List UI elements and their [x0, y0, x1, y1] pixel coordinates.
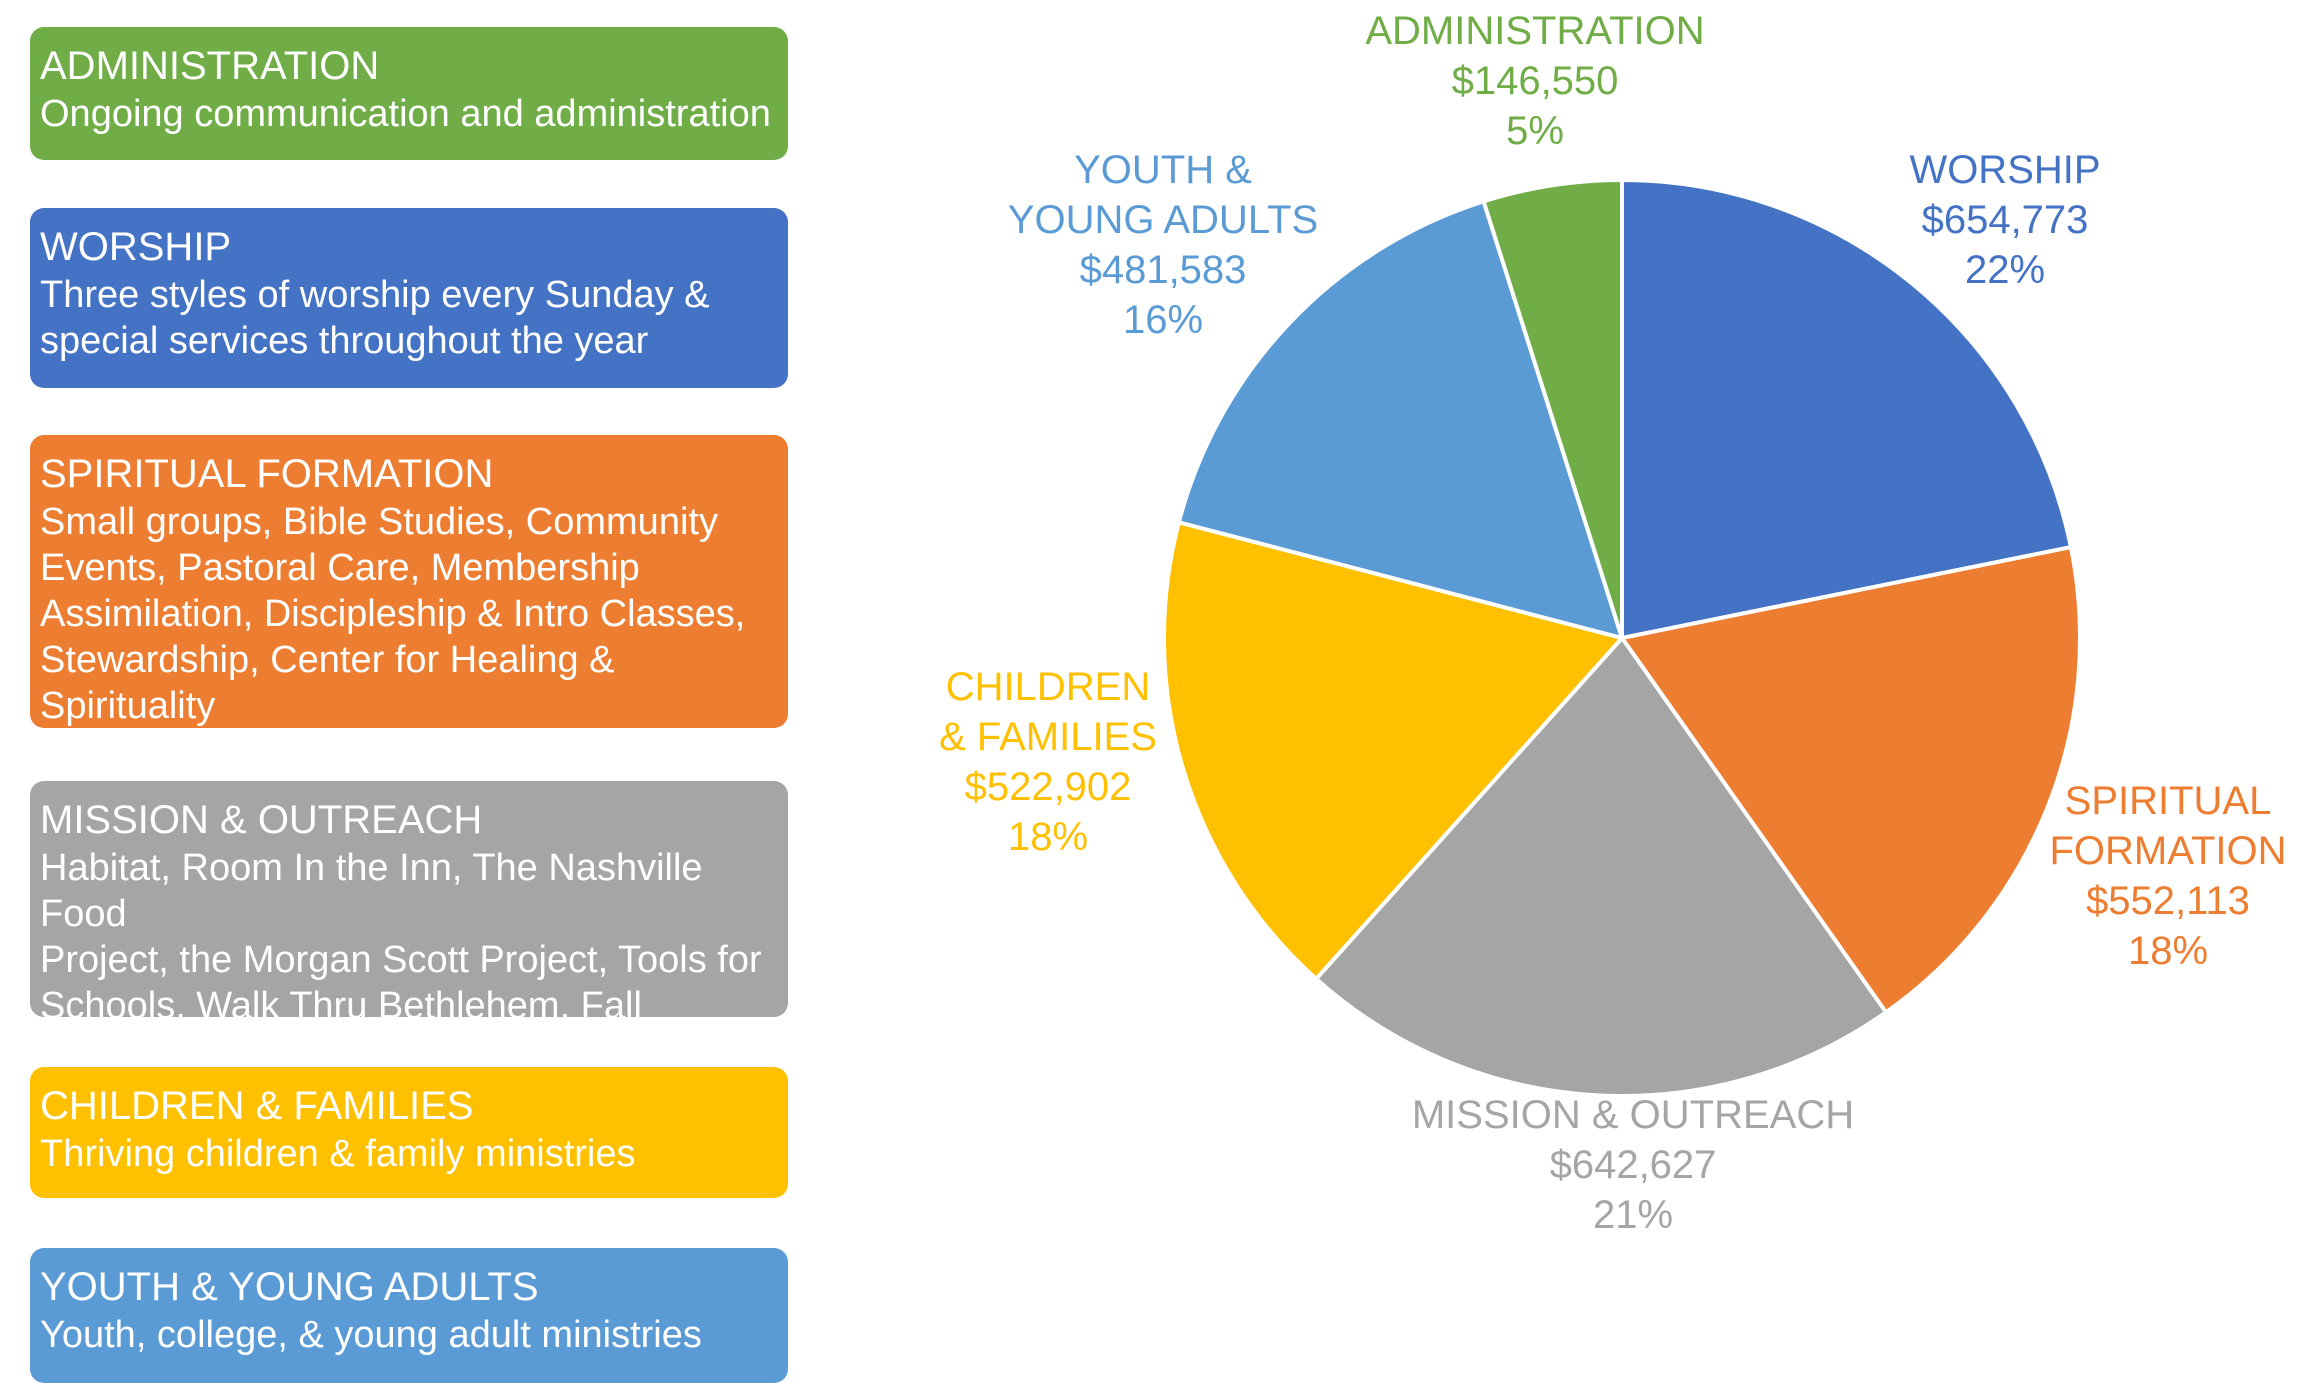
category-description-line: Project, the Morgan Scott Project, Tools… — [40, 939, 762, 981]
slice-label-line-youth-young-adults: YOUTH & — [1074, 148, 1252, 192]
category-description-line: Events, Pastoral Care, Membership — [40, 547, 640, 589]
slice-amount-label-administration: $146,550 — [1452, 59, 1619, 103]
category-description-line: Small groups, Bible Studies, Community — [40, 501, 718, 543]
category-card-mission-outreach: MISSION & OUTREACH Habitat, Room In the I… — [30, 781, 788, 1073]
pie-slice-children-families — [1162, 520, 1624, 981]
slice-label-line-administration: ADMINISTRATION — [1365, 9, 1704, 53]
category-title: MISSION & OUTREACH — [40, 798, 483, 842]
pie-labels: WORSHIP $654,773 22% SPIRITUAL FORMATION $552… — [939, 9, 2286, 1237]
category-description-line: Three styles of worship every Sunday & — [40, 274, 710, 316]
slice-percent-label-spiritual-formation: 18% — [2128, 929, 2208, 973]
slice-label-line-spiritual-formation: SPIRITUAL — [2065, 779, 2272, 823]
slice-amount-label-spiritual-formation: $552,113 — [2086, 879, 2250, 923]
slice-label-line-spiritual-formation: FORMATION — [2049, 829, 2286, 873]
slice-label-line-worship: WORSHIP — [1909, 148, 2100, 192]
slice-percent-label-administration: 5% — [1506, 109, 1564, 153]
slice-label-line-mission-outreach: MISSION & OUTREACH — [1412, 1093, 1854, 1137]
category-title: SPIRITUAL FORMATION — [40, 452, 494, 496]
pie-slice-youth-young-adults — [1176, 199, 1624, 640]
category-title: YOUTH & YOUNG ADULTS — [40, 1265, 539, 1309]
category-description-line: Schools, Walk Thru Bethlehem, Fall Hamil… — [40, 985, 642, 1073]
category-description-line: Stewardship, Center for Healing & Spirit… — [40, 639, 615, 727]
category-card-children-families: CHILDREN & FAMILIES Thriving children & f… — [30, 1067, 788, 1198]
pie-slice-administration — [1481, 178, 1624, 640]
slice-label-line-youth-young-adults: YOUNG ADULTS — [1008, 198, 1318, 242]
slice-percent-label-worship: 22% — [1965, 248, 2045, 292]
pie-slice-spiritual-formation — [1620, 545, 2082, 1015]
slice-amount-label-youth-young-adults: $481,583 — [1080, 248, 1247, 292]
category-description-line: Habitat, Room In the Inn, The Nashville … — [40, 847, 703, 935]
slice-percent-label-mission-outreach: 21% — [1593, 1193, 1673, 1237]
category-description-line: Youth, college, & young adult ministries — [40, 1314, 702, 1356]
category-card-administration: ADMINISTRATION Ongoing communication and … — [30, 27, 788, 160]
pie-slices — [1162, 178, 2082, 1098]
category-description-line: Assimilation, Discipleship & Intro Class… — [40, 593, 746, 635]
category-title: ADMINISTRATION — [40, 44, 380, 88]
slice-amount-label-worship: $654,773 — [1922, 198, 2089, 242]
category-title: CHILDREN & FAMILIES — [40, 1084, 474, 1128]
category-title: WORSHIP — [40, 225, 232, 269]
category-card-spiritual-formation: SPIRITUAL FORMATION Small groups, Bible S… — [30, 435, 788, 728]
category-description-line: Ongoing communication and administration — [40, 93, 771, 135]
slice-label-line-children-families: & FAMILIES — [939, 715, 1157, 759]
slice-label-line-children-families: CHILDREN — [946, 665, 1150, 709]
slice-amount-label-mission-outreach: $642,627 — [1550, 1143, 1717, 1187]
category-card-youth-young-adults: YOUTH & YOUNG ADULTS Youth, college, & yo… — [30, 1248, 788, 1383]
slice-percent-label-youth-young-adults: 16% — [1123, 298, 1203, 342]
pie-slice-mission-outreach — [1314, 636, 1889, 1098]
pie-slice-worship — [1620, 178, 2073, 640]
slice-percent-label-children-families: 18% — [1008, 815, 1088, 859]
category-card-worship: WORSHIP Three styles of worship every Sun… — [30, 208, 788, 388]
category-description-line: Thriving children & family ministries — [40, 1133, 636, 1175]
slice-amount-label-children-families: $522,902 — [965, 765, 1132, 809]
category-description-line: special services throughout the year — [40, 320, 649, 362]
